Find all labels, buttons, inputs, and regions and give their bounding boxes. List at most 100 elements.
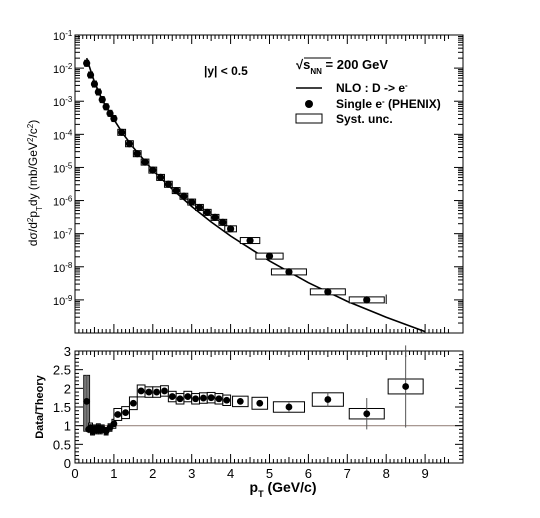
ratio-point	[137, 387, 145, 395]
data-point	[156, 173, 165, 182]
bottom-y-tick-labels: 0 0.5 1 1.5 2 2.5 3	[53, 344, 71, 471]
data-point	[285, 268, 293, 276]
ratio-point	[324, 396, 332, 403]
x-tick-label: 6	[305, 466, 312, 481]
data-point	[98, 95, 106, 104]
svg-text:NLO : D -> e-: NLO : D -> e-	[336, 81, 408, 96]
data-point-group	[83, 59, 387, 305]
ratio-point	[122, 409, 129, 416]
data-point	[86, 71, 95, 79]
svg-text:Syst. unc.: Syst. unc.	[336, 112, 393, 126]
bottom-y-tick-label: 0	[64, 456, 71, 471]
x-tick-label: 1	[110, 466, 117, 481]
data-point	[118, 128, 126, 136]
bottom-y-tick-label: 2.5	[53, 363, 71, 378]
bottom-y-tick-label: 0.5	[53, 437, 71, 452]
ratio-point	[176, 395, 184, 403]
data-point	[246, 236, 254, 245]
ratio-point	[145, 388, 153, 396]
top-y-tick-label: 10-5	[53, 161, 73, 176]
data-point	[141, 158, 149, 166]
bottom-y-axis-label: Data/Theory	[34, 374, 46, 438]
x-tick-label: 7	[344, 466, 351, 481]
x-tick-label: 5	[266, 466, 273, 481]
bottom-y-tick-label: 3	[64, 344, 71, 359]
top-y-tick-label: 10-8	[53, 260, 73, 275]
ratio-point	[168, 393, 176, 400]
data-point	[110, 114, 118, 123]
legend-entry-data: Single e- (PHENIX)	[305, 97, 441, 112]
x-tick-label: 0	[71, 466, 78, 481]
data-point	[203, 208, 211, 216]
data-point	[219, 218, 227, 226]
data-point	[180, 192, 188, 200]
data-point	[172, 186, 180, 195]
ratio-point	[83, 398, 91, 405]
x-tick-label: 8	[383, 466, 390, 481]
top-axis-ticks	[74, 34, 463, 334]
legend: NLO : D -> e- Single e- (PHENIX) Syst. u…	[295, 81, 441, 126]
rapidity-annotation: |y| < 0.5	[204, 64, 248, 78]
legend-entry-syst: Syst. unc.	[295, 112, 393, 126]
bottom-axis-ticks	[74, 350, 463, 464]
ratio-point	[110, 420, 118, 428]
ratio-point	[184, 393, 192, 400]
data-point	[265, 252, 274, 260]
bottom-y-tick-label: 1	[64, 419, 71, 434]
x-axis-label: pT (GeV/c)	[250, 479, 317, 499]
data-point	[90, 80, 99, 88]
data-point	[102, 103, 110, 111]
top-y-tick-labels: 10-9 10-8 10-7 10-6 10-5 10-4 10-3 10-2 10-1	[53, 29, 73, 308]
top-y-tick-label: 10-1	[53, 29, 73, 44]
data-point	[94, 88, 102, 96]
data-point	[149, 166, 157, 174]
ratio-point	[114, 411, 122, 418]
ratio-point	[363, 410, 371, 418]
legend-entry-theory: NLO : D -> e-	[296, 81, 408, 96]
data-point	[188, 198, 196, 206]
ratio-point	[199, 394, 207, 402]
ratio-point	[223, 396, 231, 404]
top-panel: 10-9 10-8 10-7 10-6 10-5 10-4 10-3 10-2 10-1 dσ/…	[26, 29, 464, 334]
bottom-y-tick-label: 1.5	[53, 400, 71, 415]
x-tick-label: 4	[227, 466, 234, 481]
data-point	[211, 213, 219, 221]
ratio-point-group	[83, 345, 410, 435]
ratio-point	[153, 388, 161, 396]
ratio-point	[192, 395, 199, 403]
data-point	[324, 288, 332, 296]
ratio-point	[215, 395, 223, 403]
ratio-point	[161, 387, 168, 395]
data-point	[164, 180, 172, 188]
data-point	[106, 109, 114, 117]
ratio-point	[402, 383, 410, 390]
x-tick-label: 2	[149, 466, 156, 481]
data-point	[195, 203, 204, 212]
top-y-axis-label: dσ/d2pTdy (mb/GeV2/c2)	[26, 120, 44, 246]
top-y-tick-label: 10-2	[53, 62, 73, 77]
bottom-y-tick-label: 2	[64, 381, 71, 396]
ratio-point	[207, 394, 215, 402]
top-y-tick-label: 10-3	[53, 95, 73, 110]
x-tick-labels: 0 1 2 3 4 5 6 7 8 9	[71, 466, 428, 481]
top-y-tick-label: 10-7	[53, 227, 73, 242]
ratio-point	[236, 398, 244, 405]
data-point	[363, 296, 371, 304]
ratio-point	[256, 399, 264, 407]
top-y-tick-label: 10-6	[53, 194, 73, 209]
data-point	[83, 59, 91, 67]
x-tick-label: 9	[421, 466, 428, 481]
ratio-point	[129, 399, 137, 407]
x-tick-label: 3	[188, 466, 195, 481]
data-point	[227, 225, 235, 233]
energy-annotation: √sNN = 200 GeV	[296, 57, 388, 76]
ratio-point	[285, 403, 293, 411]
top-y-tick-label: 10-9	[53, 293, 73, 308]
top-y-tick-label: 10-4	[53, 128, 73, 143]
svg-text:√sNN = 200 GeV: √sNN = 200 GeV	[296, 57, 388, 76]
svg-text:Single e- (PHENIX): Single e- (PHENIX)	[336, 97, 441, 112]
data-point	[133, 150, 141, 158]
data-point	[125, 140, 134, 148]
